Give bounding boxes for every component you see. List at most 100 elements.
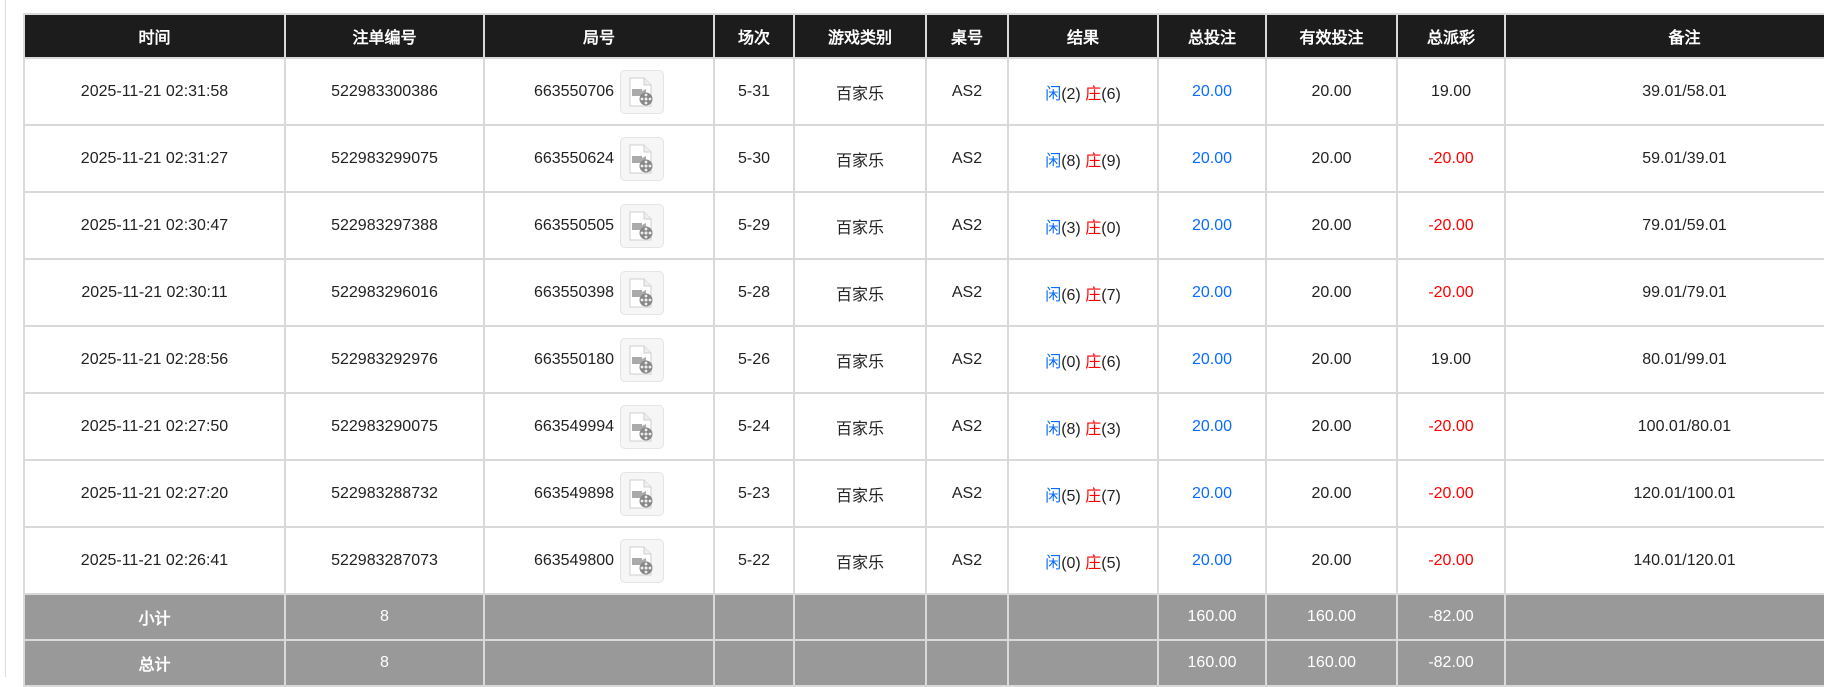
subtotal-count: 8 xyxy=(284,593,485,641)
replay-video-button[interactable] xyxy=(620,203,665,248)
banker-points: (7) xyxy=(1101,487,1121,505)
header-result: 结果 xyxy=(1007,13,1159,59)
cell-payout: -20.00 xyxy=(1396,124,1506,193)
player-points: (8) xyxy=(1061,420,1081,438)
table-row: 2025-11-21 02:30:11 522983296016 663550398… xyxy=(23,258,1824,327)
replay-video-button[interactable] xyxy=(620,471,665,516)
cell-time: 2025-11-21 02:30:47 xyxy=(23,191,286,260)
round-number: 663549994 xyxy=(533,417,615,435)
header-game-type: 游戏类别 xyxy=(793,13,927,59)
header-bet-id: 注单编号 xyxy=(284,13,485,59)
header-total-bet: 总投注 xyxy=(1157,13,1267,59)
banker-label: 庄 xyxy=(1085,420,1102,438)
cell-result: 闲(8) 庄(9) xyxy=(1007,124,1159,193)
total-empty-cell xyxy=(483,639,715,687)
cell-total-bet: 20.00 xyxy=(1157,392,1267,461)
cell-game-type: 百家乐 xyxy=(793,57,927,126)
banker-points: (7) xyxy=(1101,286,1121,304)
player-points: (8) xyxy=(1061,152,1081,170)
total-empty-cell xyxy=(1007,639,1159,687)
replay-video-button[interactable] xyxy=(620,404,665,449)
cell-valid-bet: 20.00 xyxy=(1265,191,1398,260)
round-number: 663550505 xyxy=(533,216,615,234)
total-label: 总计 xyxy=(23,639,286,687)
cell-valid-bet: 20.00 xyxy=(1265,258,1398,327)
cell-valid-bet: 20.00 xyxy=(1265,526,1398,595)
total-empty-cell xyxy=(925,639,1009,687)
header-session: 场次 xyxy=(713,13,795,59)
total-remark xyxy=(1504,639,1824,687)
total-count: 8 xyxy=(284,639,485,687)
replay-video-button[interactable] xyxy=(620,538,665,583)
header-remark: 备注 xyxy=(1504,13,1824,59)
cell-bet-id: 522983292976 xyxy=(284,325,485,394)
cell-remark: 59.01/39.01 xyxy=(1504,124,1824,193)
round-number: 663549898 xyxy=(533,484,615,502)
cell-total-bet: 20.00 xyxy=(1157,124,1267,193)
header-payout: 总派彩 xyxy=(1396,13,1506,59)
subtotal-valid-bet: 160.00 xyxy=(1265,593,1398,641)
player-label: 闲 xyxy=(1045,487,1062,505)
player-points: (6) xyxy=(1061,286,1081,304)
replay-video-button[interactable] xyxy=(620,69,665,114)
cell-payout: -20.00 xyxy=(1396,459,1506,528)
cell-valid-bet: 20.00 xyxy=(1265,57,1398,126)
cell-total-bet: 20.00 xyxy=(1157,526,1267,595)
cell-session: 5-30 xyxy=(713,124,795,193)
total-row: 总计 8 160.00 160.00 -82.00 xyxy=(23,639,1824,687)
cell-round: 663550624 xyxy=(483,124,715,193)
cell-bet-id: 522983299075 xyxy=(284,124,485,193)
cell-remark: 120.01/100.01 xyxy=(1504,459,1824,528)
cell-result: 闲(2) 庄(6) xyxy=(1007,57,1159,126)
cell-session: 5-22 xyxy=(713,526,795,595)
banker-points: (6) xyxy=(1101,353,1121,371)
cell-total-bet: 20.00 xyxy=(1157,57,1267,126)
table-row: 2025-11-21 02:31:58 522983300386 663550706… xyxy=(23,57,1824,126)
cell-table-no: AS2 xyxy=(925,392,1009,461)
player-points: (5) xyxy=(1061,487,1081,505)
cell-remark: 140.01/120.01 xyxy=(1504,526,1824,595)
cell-session: 5-23 xyxy=(713,459,795,528)
table-row: 2025-11-21 02:28:56 522983292976 663550180… xyxy=(23,325,1824,394)
cell-result: 闲(3) 庄(0) xyxy=(1007,191,1159,260)
banker-label: 庄 xyxy=(1085,286,1102,304)
cell-table-no: AS2 xyxy=(925,459,1009,528)
cell-remark: 39.01/58.01 xyxy=(1504,57,1824,126)
subtotal-empty-cell xyxy=(713,593,795,641)
cell-round: 663549994 xyxy=(483,392,715,461)
subtotal-empty-cell xyxy=(925,593,1009,641)
cell-time: 2025-11-21 02:28:56 xyxy=(23,325,286,394)
round-number: 663550398 xyxy=(533,283,615,301)
cell-payout: 19.00 xyxy=(1396,57,1506,126)
player-label: 闲 xyxy=(1045,219,1062,237)
cell-session: 5-24 xyxy=(713,392,795,461)
cell-total-bet: 20.00 xyxy=(1157,459,1267,528)
banker-label: 庄 xyxy=(1085,219,1102,237)
cell-result: 闲(8) 庄(3) xyxy=(1007,392,1159,461)
banker-label: 庄 xyxy=(1085,554,1102,572)
cell-time: 2025-11-21 02:27:50 xyxy=(23,392,286,461)
cell-result: 闲(0) 庄(6) xyxy=(1007,325,1159,394)
replay-video-button[interactable] xyxy=(620,337,665,382)
cell-time: 2025-11-21 02:26:41 xyxy=(23,526,286,595)
cell-session: 5-29 xyxy=(713,191,795,260)
player-label: 闲 xyxy=(1045,286,1062,304)
subtotal-remark xyxy=(1504,593,1824,641)
header-round: 局号 xyxy=(483,13,715,59)
round-number: 663550624 xyxy=(533,149,615,167)
cell-time: 2025-11-21 02:31:58 xyxy=(23,57,286,126)
total-payout: -82.00 xyxy=(1396,639,1506,687)
cell-bet-id: 522983296016 xyxy=(284,258,485,327)
cell-bet-id: 522983290075 xyxy=(284,392,485,461)
banker-label: 庄 xyxy=(1085,353,1102,371)
table-row: 2025-11-21 02:31:27 522983299075 663550624… xyxy=(23,124,1824,193)
cell-session: 5-28 xyxy=(713,258,795,327)
banker-points: (0) xyxy=(1101,219,1121,237)
replay-video-button[interactable] xyxy=(620,270,665,315)
player-points: (0) xyxy=(1061,353,1081,371)
subtotal-row: 小计 8 160.00 160.00 -82.00 xyxy=(23,593,1824,641)
player-label: 闲 xyxy=(1045,554,1062,572)
replay-video-button[interactable] xyxy=(620,136,665,181)
banker-points: (9) xyxy=(1101,152,1121,170)
cell-result: 闲(6) 庄(7) xyxy=(1007,258,1159,327)
